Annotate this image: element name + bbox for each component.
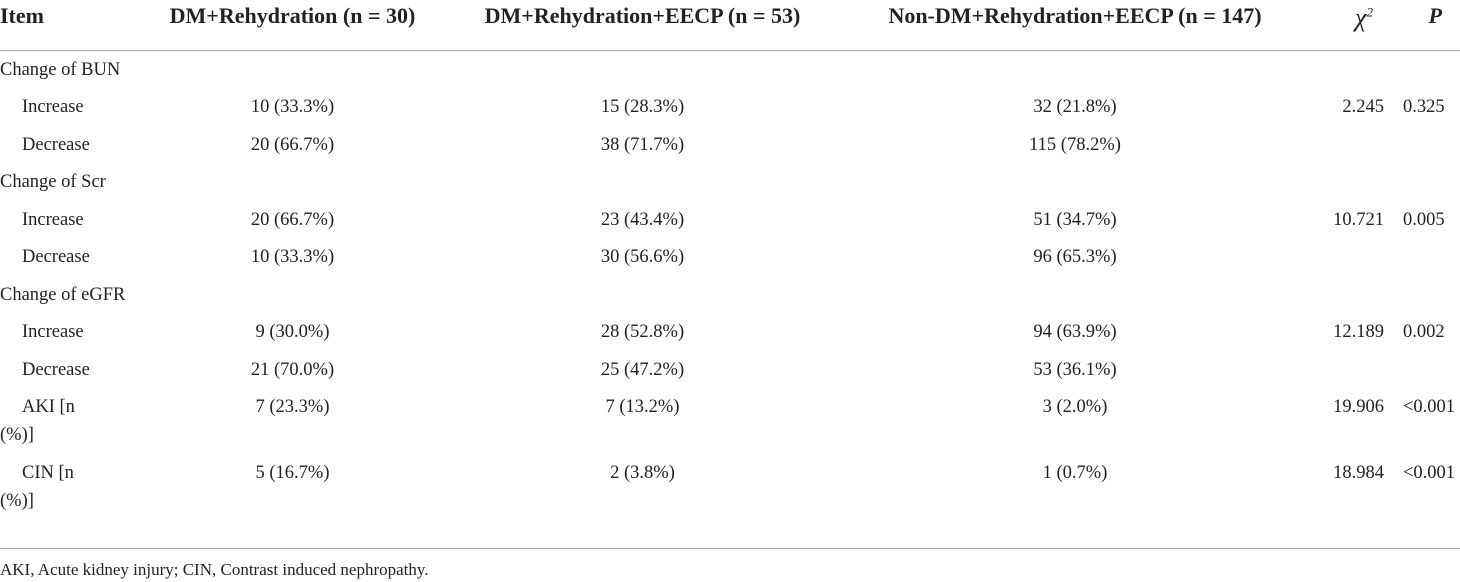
data-cell: 0.002 [1403, 322, 1445, 342]
table-row: Increase 20 (66.7%) 23 (43.4%) 51 (34.7%) 10… [0, 201, 1460, 239]
item-cell: Increase [0, 201, 140, 239]
data-cell: 23 (43.4%) [600, 209, 685, 230]
table-row: Decrease 20 (66.7%) 38 (71.7%) 115 (78.2%) [0, 126, 1460, 164]
data-cell: <0.001 [1395, 453, 1460, 549]
data-cell: 1 (0.7%) [840, 453, 1310, 549]
header-cell: DM+Rehydration+EECP (n = 53) [445, 0, 840, 51]
data-cell: 7 (13.2%) [605, 397, 680, 417]
data-cell: 12.189 [1333, 322, 1384, 342]
data-cell: 51 (34.7%) [1033, 209, 1117, 230]
data-cell [1395, 351, 1460, 389]
data-cell: 10 (33.3%) [250, 97, 335, 117]
table-row: AKI [n (%)] 7 (23.3%) 7 (13.2%) 3 (2.0%) 19.… [0, 388, 1460, 454]
data-cell: 0.005 [1403, 209, 1445, 230]
table-row: Decrease 10 (33.3%) 30 (56.6%) 96 (65.3%) [0, 238, 1460, 276]
data-cell: <0.001 [1403, 397, 1456, 417]
data-cell: 2 (3.8%) [445, 453, 840, 549]
item-label: Decrease [22, 359, 90, 380]
data-cell: 53 (36.1%) [1033, 359, 1117, 380]
header-superscript: 2 [1366, 4, 1374, 20]
table-row: Change of Scr [0, 163, 1460, 201]
data-cell [1395, 126, 1460, 164]
data-table: Item DM+Rehydration (n = 30) DM+Rehydratio… [0, 0, 1460, 549]
section-label: Change of BUN [0, 59, 121, 80]
item-label: Decrease [22, 247, 90, 267]
header-cell: Non-DM+Rehydration+EECP (n = 147) [840, 0, 1310, 51]
data-cell: 20 (66.7%) [250, 209, 335, 230]
item-cell: Decrease [0, 238, 140, 276]
header-cell: P [1395, 0, 1460, 51]
data-cell: 18.984 [1310, 453, 1395, 549]
item-cell: AKI [n (%)] [0, 388, 140, 454]
data-cell: 19.906 [1333, 397, 1384, 417]
data-cell: 20 (66.7%) [250, 134, 335, 155]
table-row: Change of BUN [0, 50, 1460, 88]
data-cell [1395, 238, 1460, 276]
data-cell: 7 (23.3%) [255, 397, 330, 417]
data-cell: 15 (28.3%) [600, 97, 685, 117]
section-cell: Change of eGFR [0, 276, 1460, 314]
data-cell [1310, 126, 1395, 164]
item-cell: Decrease [0, 126, 140, 164]
data-cell: 96 (65.3%) [1033, 247, 1117, 267]
table-row: CIN [n (%)] 5 (16.7%) 2 (3.8%) 1 (0.7%) 18.9… [0, 453, 1460, 549]
data-cell [1310, 238, 1395, 276]
section-cell: Change of BUN [0, 50, 1460, 88]
data-cell: 32 (21.8%) [1033, 97, 1117, 117]
data-cell: 30 (56.6%) [600, 247, 685, 267]
item-label: Increase [22, 209, 84, 230]
item-cell: Increase [0, 88, 140, 126]
data-cell: 38 (71.7%) [600, 134, 685, 155]
item-cell: CIN [n (%)] [0, 453, 140, 549]
header-cell: χ2 [1310, 0, 1395, 51]
item-label: Decrease [22, 134, 90, 155]
data-cell: 9 (30.0%) [255, 322, 330, 342]
table-row: Increase 9 (30.0%) 28 (52.8%) 94 (63.9%) 12.… [0, 313, 1460, 351]
data-cell: 0.325 [1403, 97, 1445, 117]
data-cell: 3 (2.0%) [1042, 397, 1108, 417]
table-row: Change of eGFR [0, 276, 1460, 314]
section-cell: Change of Scr [0, 163, 1460, 201]
header-cell: Item [0, 0, 140, 51]
data-cell [1310, 351, 1395, 389]
data-cell: 28 (52.8%) [600, 322, 685, 342]
item-label: Increase [22, 97, 84, 117]
section-label: Change of eGFR [0, 284, 126, 305]
data-cell: 5 (16.7%) [140, 453, 445, 549]
table-row: Increase 10 (33.3%) 15 (28.3%) 32 (21.8%) 2.… [0, 88, 1460, 126]
item-cell: Increase [0, 313, 140, 351]
item-label: CIN [n (%)] [0, 462, 74, 511]
table-row: Decrease 21 (70.0%) 25 (47.2%) 53 (36.1%) [0, 351, 1460, 389]
item-label: Increase [22, 322, 84, 342]
footnote: AKI, Acute kidney injury; CIN, Contrast … [0, 559, 429, 579]
data-cell: 2.245 [1342, 97, 1384, 117]
item-cell: Decrease [0, 351, 140, 389]
data-cell: 25 (47.2%) [600, 359, 685, 380]
data-cell: 115 (78.2%) [1029, 134, 1121, 155]
item-label: AKI [n (%)] [0, 397, 75, 445]
section-label: Change of Scr [0, 172, 106, 192]
data-cell: 21 (70.0%) [250, 359, 335, 380]
header-row: Item DM+Rehydration (n = 30) DM+Rehydratio… [0, 0, 1460, 51]
header-cell: DM+Rehydration (n = 30) [140, 0, 445, 51]
header-symbol: χ [1355, 3, 1367, 32]
data-cell: 10 (33.3%) [250, 247, 335, 267]
data-cell: 10.721 [1333, 209, 1384, 230]
table-body: Change of BUN Increase 10 (33.3%) 15 (28.3%… [0, 50, 1460, 549]
data-cell: 94 (63.9%) [1033, 322, 1117, 342]
